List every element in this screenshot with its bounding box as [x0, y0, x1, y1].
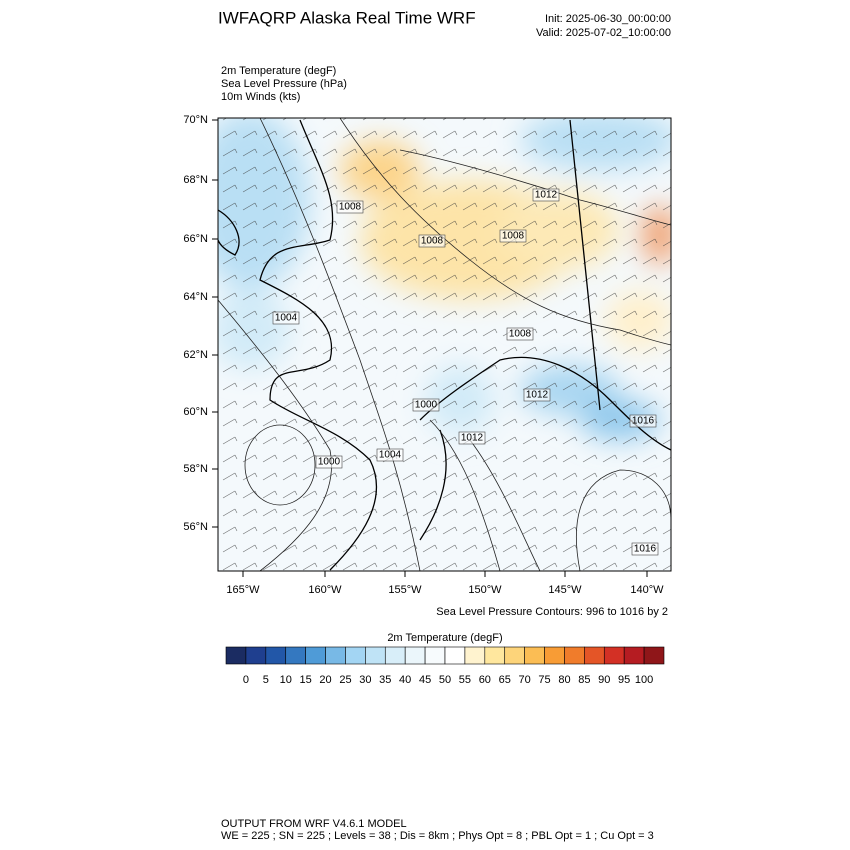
colorbar-label: 100: [635, 674, 653, 686]
lat-label: 64°N: [183, 291, 208, 303]
contour-label-box: [499, 229, 527, 243]
colorbar-label: 80: [558, 674, 570, 686]
color-box: [584, 646, 605, 665]
colorbar-label: 10: [280, 674, 292, 686]
color-box: [285, 646, 306, 665]
colorbar-label: 70: [519, 674, 531, 686]
color-box: [643, 646, 665, 665]
contour-label-box: [631, 542, 659, 556]
lon-label: 145°W: [548, 584, 582, 596]
colorbar-label: 60: [479, 674, 491, 686]
color-box: [623, 646, 645, 665]
color-box: [245, 646, 267, 665]
colorbar-label: 35: [379, 674, 391, 686]
color-box: [464, 646, 486, 665]
color-box: [524, 646, 545, 665]
color-box: [444, 646, 466, 665]
contour-label-box: [315, 455, 343, 469]
lat-label: 66°N: [183, 233, 208, 245]
contour-label: 1000: [318, 457, 341, 468]
contour-label: 1012: [535, 190, 558, 201]
contour-label: 1004: [275, 313, 298, 324]
contour-label-box: [458, 431, 486, 445]
contour-label: 1000: [415, 400, 438, 411]
contour-label: 1008: [509, 329, 532, 340]
map-field: [218, 118, 671, 571]
contour-label-box: [523, 388, 551, 402]
contour-label-box: [412, 398, 440, 412]
lon-label: 165°W: [226, 584, 260, 596]
colorbar-label: 55: [459, 674, 471, 686]
colorbar-label: 95: [618, 674, 630, 686]
colorbar-label: 15: [300, 674, 312, 686]
color-box: [345, 646, 366, 665]
contour-label: 1012: [461, 433, 484, 444]
colorbar-title: 2m Temperature (degF): [387, 632, 502, 644]
color-box: [265, 646, 287, 665]
init-time: Init: 2025-06-30_00:00:00: [545, 13, 671, 25]
color-box: [504, 646, 525, 665]
contour-label: 1008: [502, 231, 525, 242]
map-labels: 70°N 68°N 66°N 64°N 62°N 60°N 58°N 56°N 165°W 160…: [183, 114, 664, 596]
field-label: Sea Level Pressure (hPa): [221, 78, 347, 90]
color-box: [325, 646, 346, 665]
colorbar: 0 5 10 15 20 25 30 35 40 45 50 55 60 65 70 75 80 85 90 95 10…: [225, 646, 665, 686]
field-label: 10m Winds (kts): [221, 91, 300, 103]
lat-label: 70°N: [183, 114, 208, 126]
colorbar-label: 20: [319, 674, 331, 686]
color-box: [365, 646, 386, 665]
color-box: [484, 646, 506, 665]
colorbar-label: 65: [499, 674, 511, 686]
color-box: [384, 646, 406, 665]
lon-label: 140°W: [630, 584, 664, 596]
lat-label: 56°N: [183, 521, 208, 533]
contour-label-box: [532, 188, 560, 202]
contour-label: 1004: [379, 450, 402, 461]
contour-label: 1016: [632, 416, 655, 427]
colorbar-label: 40: [399, 674, 411, 686]
colorbar-label: 30: [359, 674, 371, 686]
contour-label: 1016: [634, 544, 657, 555]
lon-label: 160°W: [308, 584, 342, 596]
map-frame: [217, 117, 672, 572]
color-box: [564, 646, 585, 665]
contour-label-box: [506, 327, 534, 341]
color-box: [424, 646, 446, 665]
colorbar-label: 5: [263, 674, 269, 686]
lat-label: 58°N: [183, 463, 208, 475]
lat-label: 68°N: [183, 174, 208, 186]
lat-label: 60°N: [183, 406, 208, 418]
contour-label-box: [629, 414, 657, 428]
colorbar-label: 25: [339, 674, 351, 686]
lon-label: 150°W: [468, 584, 502, 596]
contour-label-box: [336, 200, 364, 214]
contour-label-box: [272, 311, 300, 325]
field-label: 2m Temperature (degF): [221, 65, 336, 77]
valid-time: Valid: 2025-07-02_10:00:00: [536, 27, 671, 39]
contour-label: 1008: [339, 202, 362, 213]
lat-label: 62°N: [183, 349, 208, 361]
color-box: [544, 646, 565, 665]
lon-label: 155°W: [388, 584, 422, 596]
colorbar-label: 75: [538, 674, 550, 686]
color-box: [225, 646, 247, 665]
contour-label: 1008: [421, 236, 444, 247]
footer-line: OUTPUT FROM WRF V4.6.1 MODEL: [221, 818, 407, 830]
contour-label: 1012: [526, 390, 549, 401]
color-box: [603, 646, 625, 665]
colorbar-label: 85: [578, 674, 590, 686]
contour-label-box: [418, 234, 446, 248]
colorbar-label: 45: [419, 674, 431, 686]
color-box: [305, 646, 326, 665]
contour-label-box: [376, 448, 404, 462]
colorbar-label: 50: [439, 674, 451, 686]
color-box: [404, 646, 426, 665]
title: IWFAQRP Alaska Real Time WRF: [218, 8, 476, 27]
footer-line: WE = 225 ; SN = 225 ; Levels = 38 ; Dis …: [221, 830, 654, 842]
contour-note: Sea Level Pressure Contours: 996 to 1016…: [436, 606, 668, 618]
colorbar-label: 0: [243, 674, 249, 686]
colorbar-label: 90: [598, 674, 610, 686]
